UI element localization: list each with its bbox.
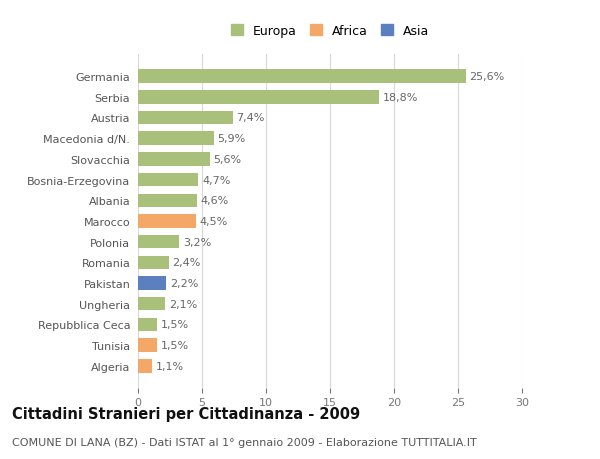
Text: 1,5%: 1,5% [161, 320, 189, 330]
Text: 2,2%: 2,2% [170, 279, 199, 288]
Text: 2,1%: 2,1% [169, 299, 197, 309]
Text: 5,6%: 5,6% [214, 155, 242, 164]
Text: 1,5%: 1,5% [161, 341, 189, 350]
Text: 18,8%: 18,8% [382, 93, 418, 102]
Text: Cittadini Stranieri per Cittadinanza - 2009: Cittadini Stranieri per Cittadinanza - 2… [12, 406, 360, 421]
Text: 5,9%: 5,9% [217, 134, 245, 144]
Bar [138, 194, 197, 207]
Bar [138, 235, 179, 249]
Bar [138, 215, 196, 228]
Text: 4,5%: 4,5% [199, 217, 227, 226]
Text: 3,2%: 3,2% [183, 237, 211, 247]
Bar [138, 359, 152, 373]
Text: 1,1%: 1,1% [156, 361, 184, 371]
Bar [138, 256, 169, 269]
Text: COMUNE DI LANA (BZ) - Dati ISTAT al 1° gennaio 2009 - Elaborazione TUTTITALIA.IT: COMUNE DI LANA (BZ) - Dati ISTAT al 1° g… [12, 437, 477, 447]
Legend: Europa, Africa, Asia: Europa, Africa, Asia [227, 22, 433, 42]
Bar [138, 174, 198, 187]
Bar [138, 70, 466, 84]
Bar [138, 277, 166, 290]
Bar [138, 132, 214, 146]
Bar [138, 153, 209, 166]
Bar [138, 91, 379, 104]
Text: 2,4%: 2,4% [173, 258, 201, 268]
Text: 4,6%: 4,6% [201, 196, 229, 206]
Text: 4,7%: 4,7% [202, 175, 230, 185]
Bar [138, 297, 165, 311]
Text: 7,4%: 7,4% [236, 113, 265, 123]
Bar [138, 318, 157, 331]
Bar [138, 339, 157, 352]
Text: 25,6%: 25,6% [470, 72, 505, 82]
Bar [138, 112, 233, 125]
